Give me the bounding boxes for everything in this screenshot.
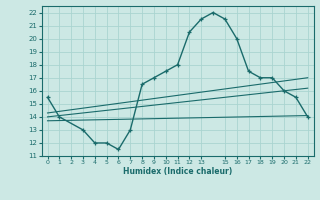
X-axis label: Humidex (Indice chaleur): Humidex (Indice chaleur) (123, 167, 232, 176)
